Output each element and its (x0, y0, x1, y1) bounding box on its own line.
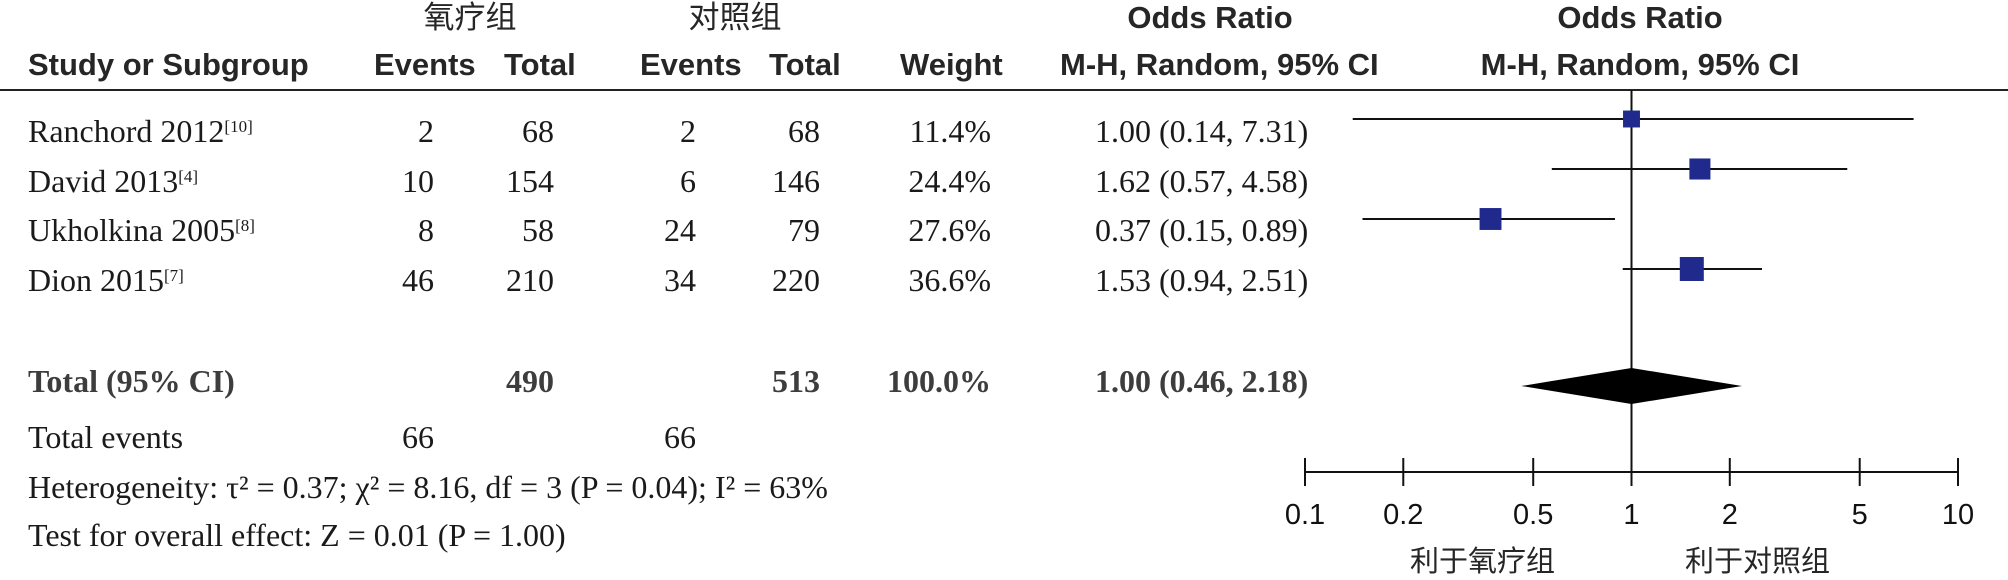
total1-cell: 58 (522, 212, 554, 248)
study-name: Dion 2015[7] (28, 262, 184, 298)
total-label: Total (95% CI) (28, 363, 235, 399)
study-square (1689, 158, 1711, 180)
ci-cell: 1.00 (0.14, 7.31) (1095, 113, 1309, 149)
ci-cell: 0.37 (0.15, 0.89) (1095, 212, 1309, 248)
events1-cell: 10 (402, 163, 434, 199)
events2-cell: 6 (680, 163, 696, 199)
group1-header: 氧疗组 (423, 0, 517, 36)
favors-control-label: 利于对照组 (1685, 544, 1831, 578)
pooled-diamond (1521, 368, 1743, 404)
weight-cell: 36.6% (908, 262, 991, 298)
odds-ratio-header: Odds Ratio (1127, 0, 1293, 35)
events1-column-header: Events (374, 47, 476, 82)
study-name: Ukholkina 2005[8] (28, 212, 255, 248)
total-events2: 66 (664, 419, 696, 455)
ci-cell: 1.62 (0.57, 4.58) (1095, 163, 1309, 199)
total-events1: 66 (402, 419, 434, 455)
total1-cell: 68 (522, 113, 554, 149)
x-tick-label: 0.1 (1285, 499, 1325, 531)
x-tick-label: 2 (1722, 499, 1738, 531)
total-weight: 100.0% (887, 363, 991, 399)
events2-cell: 34 (664, 262, 696, 298)
x-tick-label: 0.2 (1383, 499, 1423, 531)
events2-column-header: Events (640, 47, 742, 82)
x-tick-label: 1 (1623, 499, 1639, 531)
total2-column-header: Total (769, 47, 841, 82)
events1-cell: 8 (418, 212, 434, 248)
total2-cell: 220 (772, 262, 820, 298)
weight-column-header: Weight (900, 47, 1003, 82)
study-square (1679, 257, 1704, 281)
total2-cell: 146 (772, 163, 820, 199)
events1-cell: 2 (418, 113, 434, 149)
study-square (1479, 208, 1502, 230)
x-tick-label: 10 (1942, 499, 1974, 531)
total1-sum: 490 (506, 363, 554, 399)
group2-header: 对照组 (688, 0, 782, 36)
events2-cell: 2 (680, 113, 696, 149)
header-rule (0, 89, 2008, 91)
total2-sum: 513 (772, 363, 820, 399)
x-tick-label: 0.5 (1513, 499, 1553, 531)
heterogeneity-text: Heterogeneity: τ² = 0.37; χ² = 8.16, df … (28, 469, 828, 505)
total1-cell: 154 (506, 163, 554, 199)
total1-column-header: Total (504, 47, 576, 82)
odds-ratio-plot-header: Odds Ratio (1557, 0, 1723, 35)
weight-cell: 11.4% (909, 113, 991, 149)
ci-cell: 1.53 (0.94, 2.51) (1095, 262, 1309, 298)
events2-cell: 24 (664, 212, 696, 248)
study-name: Ranchord 2012[10] (28, 113, 253, 149)
total2-cell: 68 (788, 113, 820, 149)
total-events-label: Total events (28, 419, 184, 455)
weight-cell: 27.6% (908, 212, 991, 248)
study-name: David 2013[4] (28, 163, 199, 199)
x-tick-label: 5 (1852, 499, 1868, 531)
total2-cell: 79 (788, 212, 820, 248)
favors-oxygen-label: 利于氧疗组 (1410, 544, 1556, 578)
method-plot-header: M-H, Random, 95% CI (1480, 47, 1800, 82)
study-column-header: Study or Subgroup (28, 47, 309, 82)
weight-cell: 24.4% (908, 163, 991, 199)
overall-effect-text: Test for overall effect: Z = 0.01 (P = 1… (28, 517, 566, 553)
events1-cell: 46 (402, 262, 434, 298)
method-column-header: M-H, Random, 95% CI (1060, 47, 1379, 82)
pooled-ci: 1.00 (0.46, 2.18) (1095, 363, 1309, 399)
total1-cell: 210 (506, 262, 554, 298)
study-square (1623, 110, 1640, 128)
